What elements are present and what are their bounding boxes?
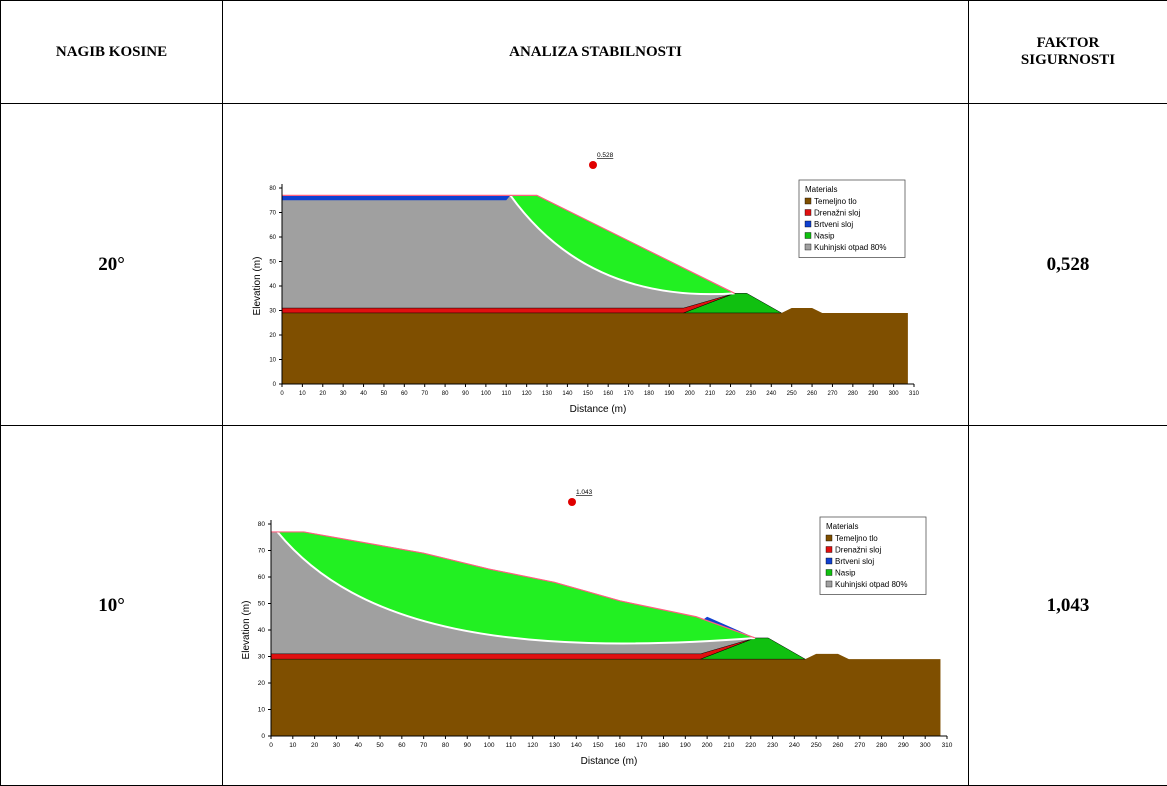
factor-cell: 0,528	[969, 104, 1167, 426]
figure-cell	[223, 426, 969, 786]
header: ANALIZA STABILNOSTI	[223, 1, 969, 104]
slope-cell: 10°	[1, 426, 223, 786]
header: FAKTOR SIGURNOSTI	[969, 1, 1167, 104]
header-row: NAGIB KOSINE ANALIZA STABILNOSTI FAKTOR …	[1, 1, 1167, 104]
row: 20° 0,528	[1, 104, 1167, 426]
row: 10° 1,043	[1, 426, 1167, 786]
figure-cell	[223, 104, 969, 426]
header: NAGIB KOSINE	[1, 1, 223, 104]
slope-cell: 20°	[1, 104, 223, 426]
factor-cell: 1,043	[969, 426, 1167, 786]
